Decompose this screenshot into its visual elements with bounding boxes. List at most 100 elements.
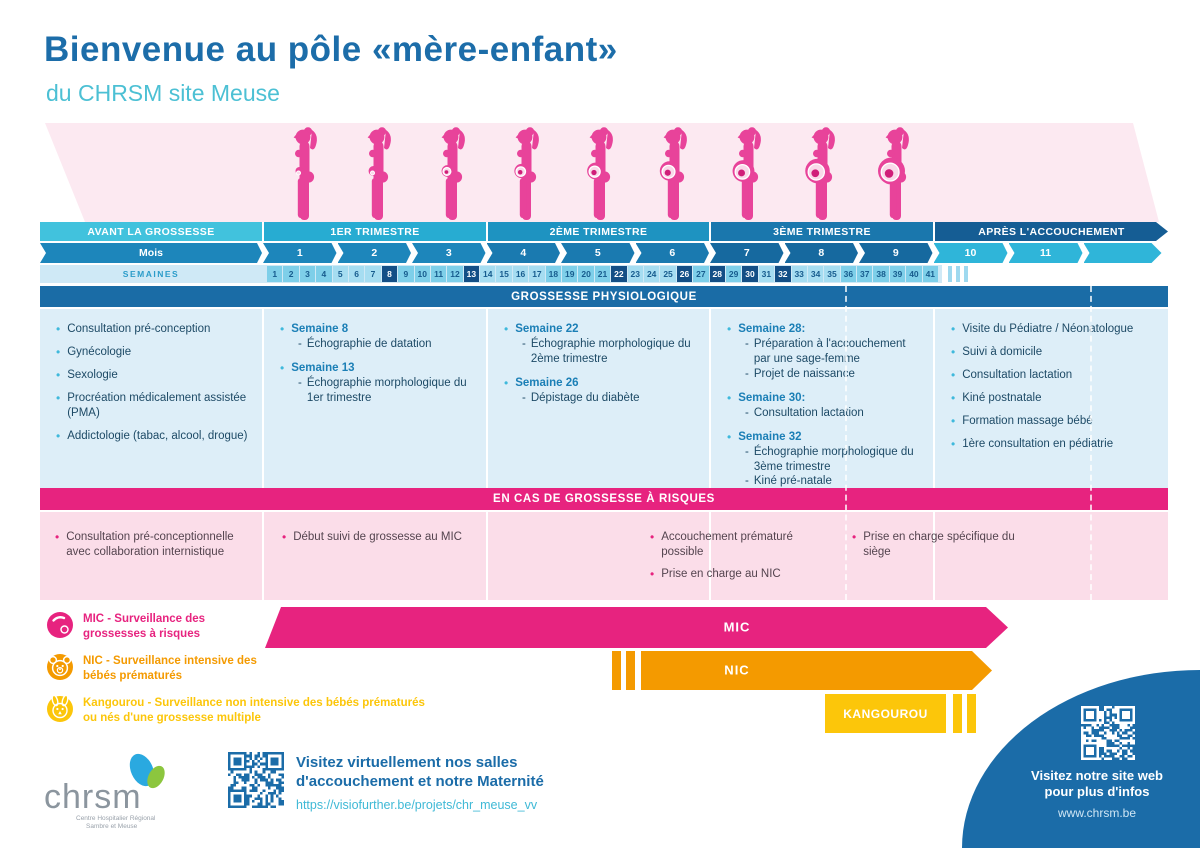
week-cell: 29 [725, 266, 742, 282]
virtual-visit-title-line1: Visitez virtuellement nos salles [296, 754, 518, 771]
pregnant-figure [587, 127, 613, 220]
pregnant-figure [441, 127, 465, 220]
week-cell: 40 [906, 266, 922, 282]
week-item: • Semaine 30: Consultation lactation [727, 391, 925, 421]
bullet-dot: • [280, 360, 285, 375]
week-item-title: Semaine 28: [738, 323, 806, 335]
week-cell: 30 [742, 266, 758, 282]
website-text-line2: pour plus d'infos [1044, 784, 1150, 799]
week-item-detail: Projet de naissance [727, 367, 925, 382]
qr-code-virtual-visit [228, 752, 284, 808]
week-cell: 20 [578, 266, 594, 282]
bullet-item: • Visite du Pédiatre / Néonatologue [951, 322, 1134, 336]
logo-caption-line1: Centre Hospitalier Régional [76, 815, 156, 822]
week-cell: 27 [693, 266, 709, 282]
week-cell: 19 [562, 266, 578, 282]
week-cell: 13 [463, 266, 480, 282]
chrsm-logo: chrsm Centre Hospitalier Régional Sambre… [42, 746, 182, 843]
week-cell: 17 [529, 266, 545, 282]
bullet-dot: • [727, 429, 732, 444]
week-item: • Semaine 26 Dépistage du diabète [504, 376, 701, 406]
physiological-column: • Semaine 22 Échographie morphologique du … [488, 309, 709, 499]
bullet-dot: • [951, 390, 956, 405]
bullet-dot: • [951, 413, 956, 428]
week-row-tick [948, 266, 952, 282]
week-cell: 1 [267, 266, 283, 282]
bullet-dot: • [727, 390, 732, 405]
bullet-item: • Procréation médicalement assistée (PMA) [56, 390, 247, 419]
week-item-detail: Préparation à l'accouchement par une sag… [727, 337, 925, 367]
risk-item: • Début suivi de grossesse au MIC [282, 530, 462, 544]
virtual-visit-title-line2: d'accouchement et notre Maternité [296, 773, 544, 790]
pregnant-figure [878, 127, 909, 220]
weeks-row-label: SEMAINES [122, 269, 180, 279]
month-cell: 9 [859, 243, 933, 263]
month-cell: 6 [636, 243, 710, 263]
week-cell: 38 [873, 266, 889, 282]
week-cell: 11 [430, 266, 447, 282]
kangourou-legend-label: Kangourou - Surveillance non intensive d… [83, 697, 425, 724]
pregnant-figure [805, 127, 835, 220]
week-item-title: Semaine 8 [291, 323, 349, 335]
website-url[interactable]: www.chrsm.be [1057, 806, 1137, 820]
pregnancy-figures [0, 126, 1200, 222]
week-item-detail: Consultation lactation [727, 406, 925, 421]
pregnant-figure [514, 127, 539, 220]
week-cell: 22 [611, 266, 627, 282]
week-cell: 3 [299, 266, 316, 282]
kangourou-bar: KANGOUROU [825, 694, 946, 733]
kangourou-stripe [967, 694, 976, 733]
physiological-content: • Consultation pré-conception • Gynécologie… [40, 309, 1168, 499]
bullet-dot: • [650, 530, 655, 544]
physiological-column: •Semaine 8Échographie de datation•Semain… [264, 309, 486, 499]
column-divider [262, 512, 264, 600]
week-item-title: Semaine 26 [515, 376, 579, 389]
bullet-item: • Consultation pré-conception [56, 322, 211, 336]
risk-item: • Consultation pré-conceptionnelle avec c… [55, 530, 234, 558]
bullet-dot: • [280, 322, 285, 336]
month-cell: 11 [1009, 243, 1083, 263]
pregnant-figure [293, 127, 317, 220]
week-row-tick [964, 266, 968, 282]
week-cell: 23 [627, 266, 643, 282]
pregnant-figure [659, 127, 687, 220]
bullet-dot: • [951, 436, 956, 451]
week-cell: 34 [807, 266, 824, 282]
week-item-title: Semaine 13 [291, 361, 355, 374]
physiological-header-bar: GROSSESSE PHYSIOLOGIQUE [40, 286, 1168, 307]
mic-bar [265, 607, 1008, 648]
virtual-visit-link[interactable]: https://visiofurther.be/projets/chr_meus… [296, 798, 538, 812]
nic-bar-label: NIC [724, 662, 750, 678]
timeline-section: APRÈS L'ACCOUCHEMENT [935, 222, 1168, 241]
risk-header-bar: EN CAS DE GROSSESSE À RISQUES [40, 488, 1168, 510]
kangaroo-icon [47, 694, 73, 722]
risk-item: • Prise en charge spécifique du siège [852, 530, 1015, 558]
website-corner: Visitez notre site web pour plus d'infos… [962, 670, 1200, 848]
week-cell: 37 [857, 266, 873, 282]
virtual-visit-block: Visitez virtuellement nos salles d'accou… [296, 753, 626, 812]
bullet-item: • Sexologie [56, 367, 118, 382]
week-item: • Semaine 13 Échographie morphologique du … [280, 361, 478, 406]
week-cell: 31 [758, 266, 775, 282]
month-cell: 8 [785, 243, 859, 263]
risk-item: • Accouchement prématuré possible • Prise e… [650, 530, 793, 581]
kangourou-stripe [953, 694, 962, 733]
bullet-dot: • [504, 322, 509, 336]
week-cell: 18 [545, 266, 562, 282]
bullet-dot: • [56, 428, 61, 443]
week-cell: 2 [283, 266, 299, 282]
bullet-dot: • [951, 367, 956, 382]
page-title: Bienvenue au pôle «mère-enfant» [44, 30, 618, 69]
bullet-dot: • [951, 344, 956, 359]
week-item: • Semaine 8 Échographie de datation [280, 322, 478, 352]
week-item: • Semaine 28: Préparation à l'accouchement… [727, 322, 925, 382]
belly-icon [47, 612, 73, 638]
logo-wordmark: chrsm [44, 778, 142, 816]
logo-leaf-green [147, 765, 165, 789]
bullet-item: • Formation massage bébé [951, 413, 1093, 428]
column-divider [709, 512, 711, 600]
bullet-item: • Suivi à domicile [951, 344, 1043, 359]
qr-code-website [1081, 706, 1135, 760]
risk-content: • Consultation pré-conceptionnelle avec c… [40, 512, 1168, 600]
